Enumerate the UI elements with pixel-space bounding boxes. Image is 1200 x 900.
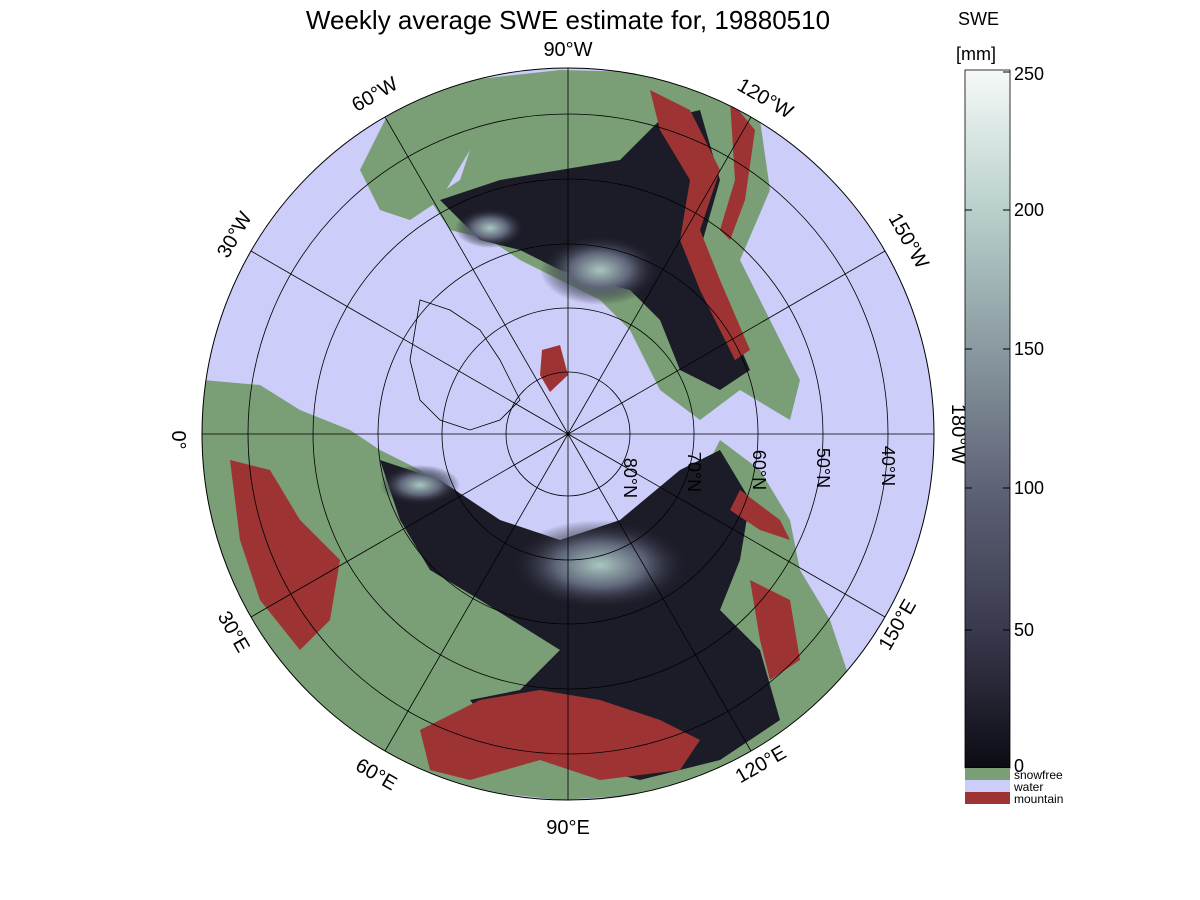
legend-swatch-water (965, 780, 1010, 792)
swe-peak-quebec (455, 208, 525, 248)
mountain-ellesmere (540, 345, 568, 392)
lon-label-90e: 90°E (546, 817, 590, 839)
colorbar-tick-0: 0 (1014, 756, 1024, 776)
swe-peak-canada (540, 235, 660, 305)
colorbar-gradient (964, 69, 1011, 769)
legend-label-mountain: mountain (1014, 792, 1063, 806)
legend-label-water: water (1013, 780, 1043, 794)
lat-label-40n: 40°N (878, 446, 898, 486)
lat-label-70n: 70°N (684, 452, 704, 492)
swe-peak-siberia (510, 520, 690, 610)
meridians (202, 68, 934, 800)
mountain-far-east (750, 580, 800, 680)
colorbar-tick-200: 200 (1014, 200, 1044, 220)
mountain-rockies (650, 90, 750, 360)
colorbar-title-line2: [mm] (956, 44, 996, 64)
colorbar-tick-150: 150 (1014, 339, 1044, 359)
snow-eurasia (380, 450, 780, 780)
map-boundary (201, 67, 935, 801)
colorbar-tick-50: 50 (1014, 620, 1034, 640)
legend-swatch-snowfree (965, 768, 1010, 780)
colorbar-tick-100: 100 (1014, 478, 1044, 498)
swe-peak-scandinavia (380, 465, 460, 505)
mountain-coast-ranges (720, 100, 755, 240)
lon-label-30e: 30°E (213, 608, 254, 657)
legend-swatch-mountain (965, 792, 1010, 804)
lon-label-0: 0° (167, 430, 189, 449)
polar-map (201, 67, 935, 801)
lat-label-80n: 80°N (620, 458, 640, 498)
lon-label-60e: 60°E (352, 754, 401, 795)
colorbar-tick-250: 250 (1014, 64, 1044, 84)
mountain-europe (230, 460, 340, 650)
colorbar: SWE [mm] 0 50 100 150 200 250 snowfree w… (956, 9, 1063, 806)
latitude-labels: 80°N 70°N 60°N 50°N 40°N (620, 446, 898, 498)
map-title: Weekly average SWE estimate for, 1988051… (306, 5, 830, 35)
colorbar-title-line1: SWE (958, 9, 999, 29)
lat-label-50n: 50°N (813, 448, 833, 488)
lon-label-60w: 60°W (348, 73, 402, 117)
mountain-central-asia (420, 690, 700, 780)
legend-label-snowfree: snowfree (1014, 768, 1063, 782)
lon-label-90w: 90°W (543, 39, 592, 61)
lat-label-60n: 60°N (749, 450, 769, 490)
greenland-outline (409, 299, 521, 431)
lon-label-180w: 180°W (947, 404, 969, 464)
